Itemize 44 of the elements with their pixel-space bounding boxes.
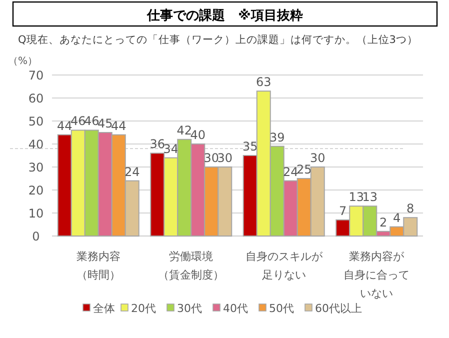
data-label: 2 [380, 215, 388, 230]
data-label: 25 [296, 162, 312, 176]
legend-label: 30代 [177, 302, 202, 315]
data-label: 8 [406, 202, 414, 216]
data-label: 30 [204, 151, 220, 165]
data-label: 24 [124, 164, 140, 179]
y-tick-label: 20 [28, 184, 44, 198]
data-label: 45 [97, 116, 113, 130]
data-label: 40 [190, 128, 206, 142]
y-tick-label: 50 [28, 114, 44, 128]
data-label: 46 [84, 114, 100, 128]
data-label: 13 [362, 190, 378, 204]
y-tick-label: 60 [28, 92, 44, 106]
data-label: 34 [163, 142, 179, 156]
data-label: 46 [70, 114, 86, 128]
legend-label: 20代 [131, 302, 156, 315]
data-label: 63 [256, 75, 272, 90]
y-tick-label: 40 [28, 138, 44, 152]
data-label: 13 [348, 190, 364, 204]
data-label: 44 [56, 118, 72, 133]
chart-title: 仕事での課題 ※項目抜粋 [146, 8, 303, 24]
y-tick-label: 10 [28, 206, 44, 220]
data-label: 30 [310, 151, 326, 165]
data-label: 7 [339, 204, 347, 218]
legend-label: 全体 [93, 302, 115, 315]
x-tick-label: 自身のスキルが足りない [245, 250, 324, 282]
data-label: 30 [217, 151, 233, 165]
y-tick-label: 70 [28, 68, 44, 82]
y-axis-title: （%） [8, 56, 38, 67]
data-label: 35 [242, 140, 258, 154]
y-tick-label: 0 [32, 230, 40, 244]
y-tick-label: 30 [28, 160, 44, 174]
chart-subtitle: Q現在、あなたにとっての「仕事（ワーク）上の課題」は何ですか。（上位3つ） [18, 33, 418, 46]
legend-label: 40代 [223, 302, 248, 315]
data-label: 4 [393, 210, 401, 225]
x-tick-label: 業務内容が自身に合っていない [344, 250, 410, 300]
data-label: 39 [269, 130, 285, 144]
x-tick-label: 労働環境（賃金制度） [158, 250, 224, 282]
x-tick-label: 業務内容（時間） [76, 250, 120, 282]
data-label: 36 [150, 137, 166, 152]
data-label: 24 [282, 164, 298, 179]
legend-label: 50代 [269, 302, 294, 315]
legend-label: 60代以上 [315, 302, 362, 315]
data-label: 44 [110, 118, 126, 133]
